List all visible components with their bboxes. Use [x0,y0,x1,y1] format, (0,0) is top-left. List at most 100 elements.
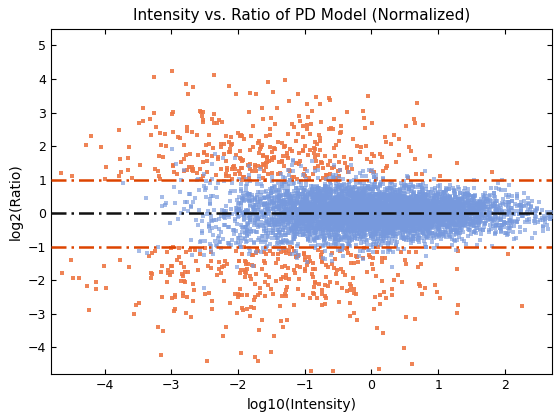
Point [410,217,419,224]
Point [543,225,552,232]
Point [367,205,376,212]
Point [306,121,315,128]
Point [263,155,272,162]
Point [422,218,431,224]
Point [342,231,351,238]
Point [254,204,263,211]
Point [344,215,353,222]
Point [401,202,410,208]
Point [288,193,297,199]
Point [368,216,377,223]
Point [418,216,427,223]
Point [292,214,301,221]
Point [321,208,330,215]
Point [360,206,369,213]
Point [356,202,365,209]
Point [345,178,354,185]
Point [393,208,402,215]
Point [447,196,456,203]
Point [368,266,377,273]
Point [468,194,477,200]
Point [444,194,453,200]
Point [290,204,299,210]
Point [491,216,500,223]
Point [367,210,376,217]
Point [301,192,310,198]
Point [424,193,433,200]
Point [304,218,312,225]
Point [379,210,388,217]
Point [366,227,375,234]
Point [277,199,286,205]
Point [343,237,352,244]
Point [387,193,396,200]
Point [485,228,494,235]
Point [157,352,166,359]
Point [394,203,403,210]
Point [391,207,400,214]
Point [278,159,287,165]
Point [449,231,458,238]
Point [413,207,422,214]
Point [414,216,423,223]
Point [377,236,386,243]
Point [314,226,323,233]
Point [393,197,402,203]
Point [398,207,407,214]
Point [292,250,301,257]
Point [142,195,151,202]
Point [264,234,273,240]
Point [374,186,383,193]
Point [456,213,465,219]
Point [321,176,330,182]
Point [312,210,321,216]
Point [368,212,377,218]
Point [468,205,477,212]
Point [408,223,417,230]
Point [255,221,264,228]
Point [293,188,302,195]
Point [397,211,406,218]
Point [346,286,354,293]
Point [379,212,388,218]
Point [394,209,403,216]
Point [523,208,532,215]
Point [379,227,388,234]
Point [394,193,403,199]
Point [285,210,294,217]
Point [143,250,152,257]
Point [437,189,446,195]
Point [364,199,373,206]
Point [259,202,268,209]
Point [456,226,465,233]
Point [308,207,317,213]
Point [321,185,330,192]
Point [454,205,463,211]
Point [213,235,222,242]
Point [385,201,394,208]
Point [391,204,400,210]
Point [419,211,428,218]
Point [326,216,335,223]
Point [304,236,313,243]
Point [200,284,209,291]
Point [395,192,404,199]
Point [403,199,412,206]
Point [292,210,301,217]
Point [380,223,389,230]
Point [388,209,396,215]
Point [390,216,399,223]
Point [315,131,324,138]
Point [397,197,406,204]
Point [454,212,463,218]
Point [381,210,390,217]
Point [346,210,355,216]
Point [469,216,478,223]
Point [283,237,292,244]
Point [389,202,398,209]
Point [353,204,362,211]
Point [384,218,393,225]
Point [420,168,429,174]
Point [382,205,391,212]
Point [464,207,473,214]
